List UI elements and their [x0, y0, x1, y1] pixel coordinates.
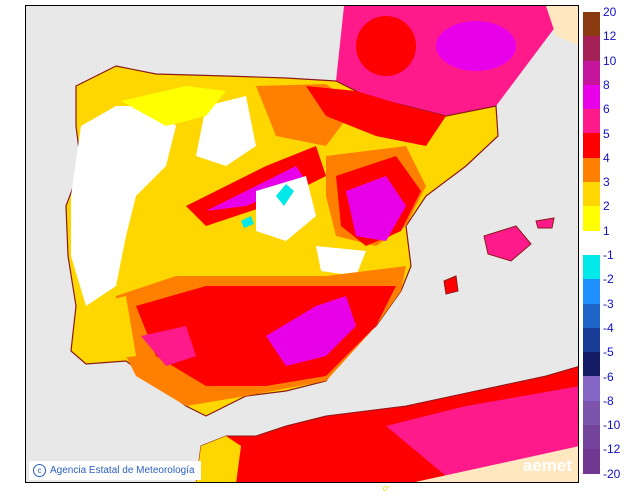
legend-label: 2: [603, 199, 610, 214]
legend-label: 8: [603, 77, 610, 92]
legend-label: -4: [603, 320, 614, 335]
legend-label: 3: [603, 175, 610, 190]
legend-swatch: [583, 352, 600, 377]
ibiza: [443, 275, 459, 295]
legend-swatch: [583, 60, 600, 85]
legend-label: -8: [603, 393, 614, 408]
legend-label: 4: [603, 150, 610, 165]
legend-swatch: [583, 279, 600, 304]
aemet-logo: aemet: [522, 456, 572, 475]
legend-label: 12: [603, 29, 617, 44]
legend-swatch: [583, 109, 600, 134]
legend-label: -5: [603, 345, 614, 360]
color-legend: [583, 12, 600, 474]
legend-label: -2: [603, 272, 614, 287]
legend-label: 5: [603, 126, 610, 141]
legend-swatch: [583, 376, 600, 401]
mallorca: [483, 225, 532, 262]
legend-label: -10: [603, 418, 621, 433]
temperature-anomaly-map: c Agencia Estatal de Meteorología aemet: [25, 5, 579, 483]
agency-credit: c Agencia Estatal de Meteorología: [29, 461, 201, 480]
legend-label: 1: [603, 223, 610, 238]
legend-swatch: [583, 182, 600, 207]
legend-swatch: [583, 36, 600, 61]
legend-swatch: [583, 425, 600, 450]
legend-swatch: [583, 157, 600, 183]
copyright-icon: c: [33, 464, 46, 477]
legend-swatch: [583, 400, 600, 426]
legend-swatch: [583, 230, 600, 255]
legend-swatch: [583, 133, 600, 158]
legend-label: -1: [603, 248, 614, 262]
legend-label: 10: [603, 53, 617, 68]
legend-label: -12: [603, 442, 621, 457]
menorca: [535, 217, 555, 229]
legend-label: -20: [603, 466, 621, 481]
legend-label: 6: [603, 102, 610, 117]
longitude-label: 0°: [383, 486, 390, 493]
legend-label: -6: [603, 369, 614, 384]
legend-swatch: [583, 12, 600, 37]
legend-swatch: [583, 449, 600, 474]
legend-swatch: [583, 206, 600, 231]
legend-swatch: [583, 303, 600, 328]
legend-label: -3: [603, 296, 614, 311]
legend-swatch: [583, 254, 600, 280]
map-canvas: [65, 6, 578, 482]
legend-label: 20: [603, 5, 617, 19]
france-east: [546, 6, 578, 46]
legend-swatch: [583, 327, 600, 353]
legend-swatch: [583, 84, 600, 110]
